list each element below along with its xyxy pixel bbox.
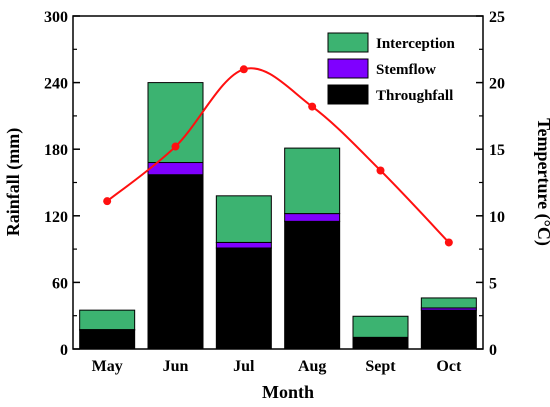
x-tick-label: Jun — [163, 358, 189, 375]
y2-tick-label: 5 — [489, 275, 497, 292]
temperature-line-layer — [103, 65, 453, 247]
x-tick-label: Oct — [436, 358, 462, 375]
legend-swatch-stemflow — [327, 58, 369, 79]
temperature-line — [106, 67, 450, 244]
bar-stemflow-jul — [215, 241, 272, 249]
legend-label-throughfall: Throughfall — [376, 88, 453, 104]
temperature-point-jun — [171, 142, 180, 151]
temperature-point-oct — [444, 238, 453, 247]
bar-interception-may — [79, 309, 136, 331]
y-tick-label: 180 — [44, 142, 68, 159]
y2-axis-title: Temperture (°C) — [533, 118, 550, 246]
x-tick-label: Jul — [233, 358, 255, 375]
axes-layer: 0 60 120 180 240 300 0 5 10 15 20 25 May Jun Jul Aug Sep… — [44, 9, 505, 375]
y2-tick-label: 20 — [489, 76, 505, 93]
y2-tick-label: 10 — [489, 209, 505, 226]
y-tick-label: 240 — [44, 76, 68, 93]
bars-layer — [79, 82, 477, 350]
legend-swatch-interception — [327, 32, 369, 53]
legend-label-interception: Interception — [376, 36, 456, 52]
y2-tick-label: 25 — [489, 9, 505, 26]
bar-interception-jul — [215, 195, 272, 243]
bar-throughfall-jun — [147, 174, 204, 350]
bar-throughfall-jul — [215, 247, 272, 350]
legend-swatch-throughfall — [327, 84, 369, 105]
temperature-point-sept — [376, 166, 385, 175]
y-tick-label: 300 — [44, 9, 68, 26]
bar-interception-aug — [284, 147, 341, 215]
y2-tick-label: 15 — [489, 142, 505, 159]
x-axis-title: Month — [262, 382, 314, 402]
x-tick-label: Sept — [365, 358, 396, 375]
y-tick-label: 60 — [52, 275, 68, 292]
legend: Interception Stemflow Throughfall — [327, 32, 456, 105]
bar-interception-sept — [352, 315, 409, 338]
temperature-point-aug — [308, 102, 317, 111]
y-axis-title: Rainfall (mm) — [3, 128, 24, 236]
bar-throughfall-aug — [284, 220, 341, 350]
temperature-point-may — [103, 197, 112, 206]
legend-label-stemflow: Stemflow — [376, 62, 436, 78]
temperature-point-jul — [239, 65, 248, 74]
y-tick-label: 120 — [44, 209, 68, 226]
x-tick-label: May — [92, 358, 123, 375]
bar-stemflow-aug — [284, 213, 341, 222]
bar-interception-oct — [420, 297, 477, 309]
x-tick-label: Aug — [298, 358, 326, 375]
y-tick-label: 0 — [60, 342, 68, 359]
y2-tick-label: 0 — [489, 342, 497, 359]
